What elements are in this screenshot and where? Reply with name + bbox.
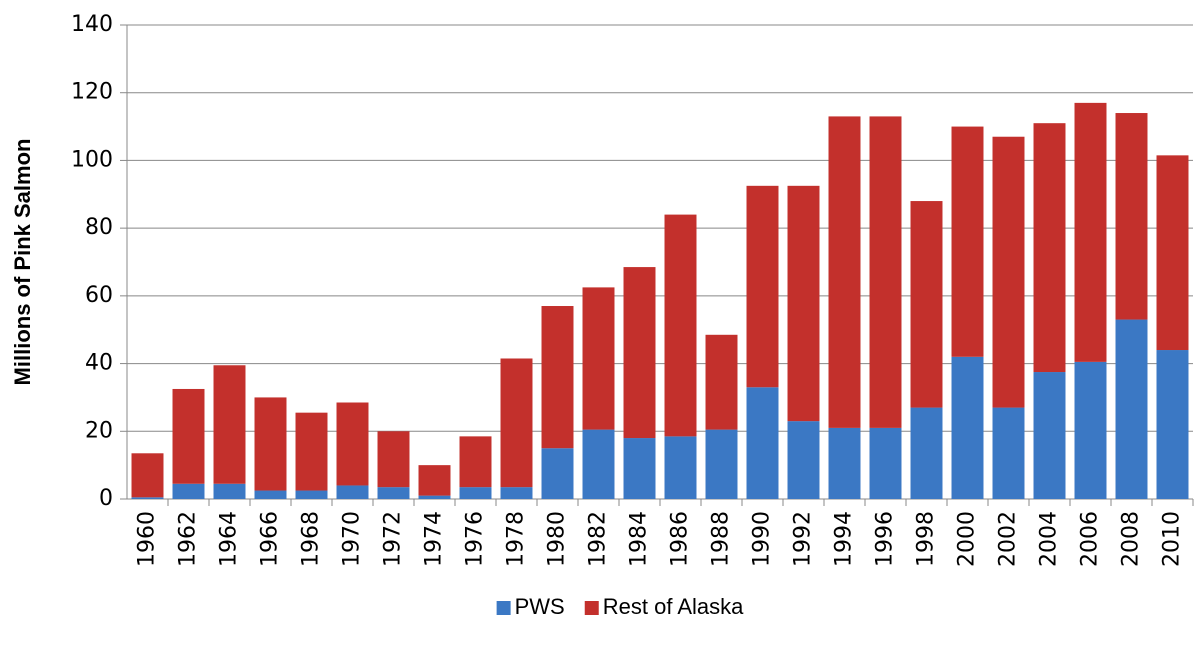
bar-segment — [828, 116, 861, 428]
bar-segment — [336, 485, 369, 499]
x-tick-label: 1960 — [135, 511, 160, 567]
bar-segment — [992, 407, 1025, 499]
bar-segment — [582, 287, 615, 430]
bar-segment — [377, 431, 410, 488]
bar-segment — [541, 448, 574, 499]
legend-swatch — [584, 601, 599, 615]
bar-segment — [1115, 113, 1148, 320]
x-tick-label: 1998 — [914, 511, 939, 567]
legend: PWS Rest of Alaska — [496, 594, 744, 619]
x-tick-label: 1962 — [176, 511, 201, 567]
bar-segment — [1156, 350, 1189, 499]
bar-segment — [869, 116, 902, 428]
x-tick-label: 1982 — [586, 511, 611, 567]
bar-segment — [664, 436, 697, 499]
legend-swatch — [496, 601, 511, 615]
bar-segment — [295, 412, 328, 491]
bar-segment — [746, 387, 779, 499]
x-tick-label: 1988 — [709, 511, 734, 567]
bar-segment — [910, 407, 943, 499]
y-axis-title: Millions of Pink Salmon — [10, 139, 35, 386]
bar-segment — [1074, 361, 1107, 499]
x-tick-label: 1990 — [750, 511, 775, 567]
y-tick-label: 100 — [71, 147, 113, 172]
x-tick-label: 2004 — [1037, 511, 1062, 567]
x-tick-label: 1980 — [545, 511, 570, 567]
x-tick-label: 2008 — [1119, 511, 1144, 567]
x-tick-label: 1992 — [791, 511, 816, 567]
bar-segment — [500, 487, 533, 499]
y-tick-label: 120 — [71, 80, 113, 105]
x-tick-label: 1970 — [340, 511, 365, 567]
x-tick-label: 1968 — [299, 511, 324, 567]
bar-segment — [623, 267, 656, 439]
bar-segment — [828, 427, 861, 499]
x-tick-label: 1978 — [504, 511, 529, 567]
y-tick-label: 60 — [85, 283, 113, 308]
bar-segment — [172, 483, 205, 499]
bar-segment — [787, 185, 820, 422]
y-tick-label: 20 — [85, 418, 113, 443]
x-tick-label: 2010 — [1160, 511, 1185, 567]
y-tick-label: 140 — [71, 12, 113, 37]
bar-segment — [910, 201, 943, 408]
x-tick-label: 1996 — [873, 511, 898, 567]
bar-segment — [541, 306, 574, 449]
x-tick-label: 1966 — [258, 511, 283, 567]
bar-segment — [295, 490, 328, 499]
bar-segment — [459, 487, 492, 499]
bar-segment — [336, 402, 369, 486]
bar-segment — [131, 453, 164, 498]
bar-segment — [418, 465, 451, 496]
bar-segment — [951, 356, 984, 499]
y-tick-label: 0 — [99, 486, 113, 511]
bar-segment — [951, 126, 984, 357]
x-tick-label: 2000 — [955, 511, 980, 567]
bar-segment — [418, 495, 451, 499]
x-tick-label: 1974 — [422, 511, 447, 567]
x-tick-label: 1984 — [627, 511, 652, 567]
x-tick-label: 1994 — [832, 511, 857, 567]
bar-segment — [1156, 155, 1189, 351]
bar-segment — [582, 429, 615, 499]
bar-segment — [869, 427, 902, 499]
bar-segment — [254, 397, 287, 491]
bar-segment — [213, 483, 246, 499]
bar-segment — [459, 436, 492, 488]
bar-segment — [131, 497, 164, 499]
y-tick-label: 40 — [85, 351, 113, 376]
bar-segment — [787, 421, 820, 499]
bar-segment — [254, 490, 287, 499]
x-tick-label: 1964 — [217, 511, 242, 567]
bar-segment — [746, 185, 779, 388]
bar-segment — [992, 136, 1025, 408]
bar-segment — [623, 438, 656, 499]
bar-segment — [377, 487, 410, 499]
bar-segment — [664, 214, 697, 437]
bar-segment — [1115, 319, 1148, 499]
legend-label: Rest of Alaska — [603, 594, 744, 619]
bar-segment — [1033, 123, 1066, 373]
x-tick-label: 1986 — [668, 511, 693, 567]
y-tick-label: 80 — [85, 215, 113, 240]
bar-segment — [213, 365, 246, 484]
x-tick-label: 1976 — [463, 511, 488, 567]
bar-segment — [1074, 102, 1107, 362]
x-tick-label: 1972 — [381, 511, 406, 567]
bar-segment — [1033, 372, 1066, 499]
bar-segment — [500, 358, 533, 488]
bar-segment — [705, 334, 738, 430]
bar-segment — [705, 429, 738, 499]
bar-segment — [172, 388, 205, 484]
legend-label: PWS — [515, 594, 565, 619]
x-tick-label: 2002 — [996, 511, 1021, 567]
x-tick-label: 2006 — [1078, 511, 1103, 567]
